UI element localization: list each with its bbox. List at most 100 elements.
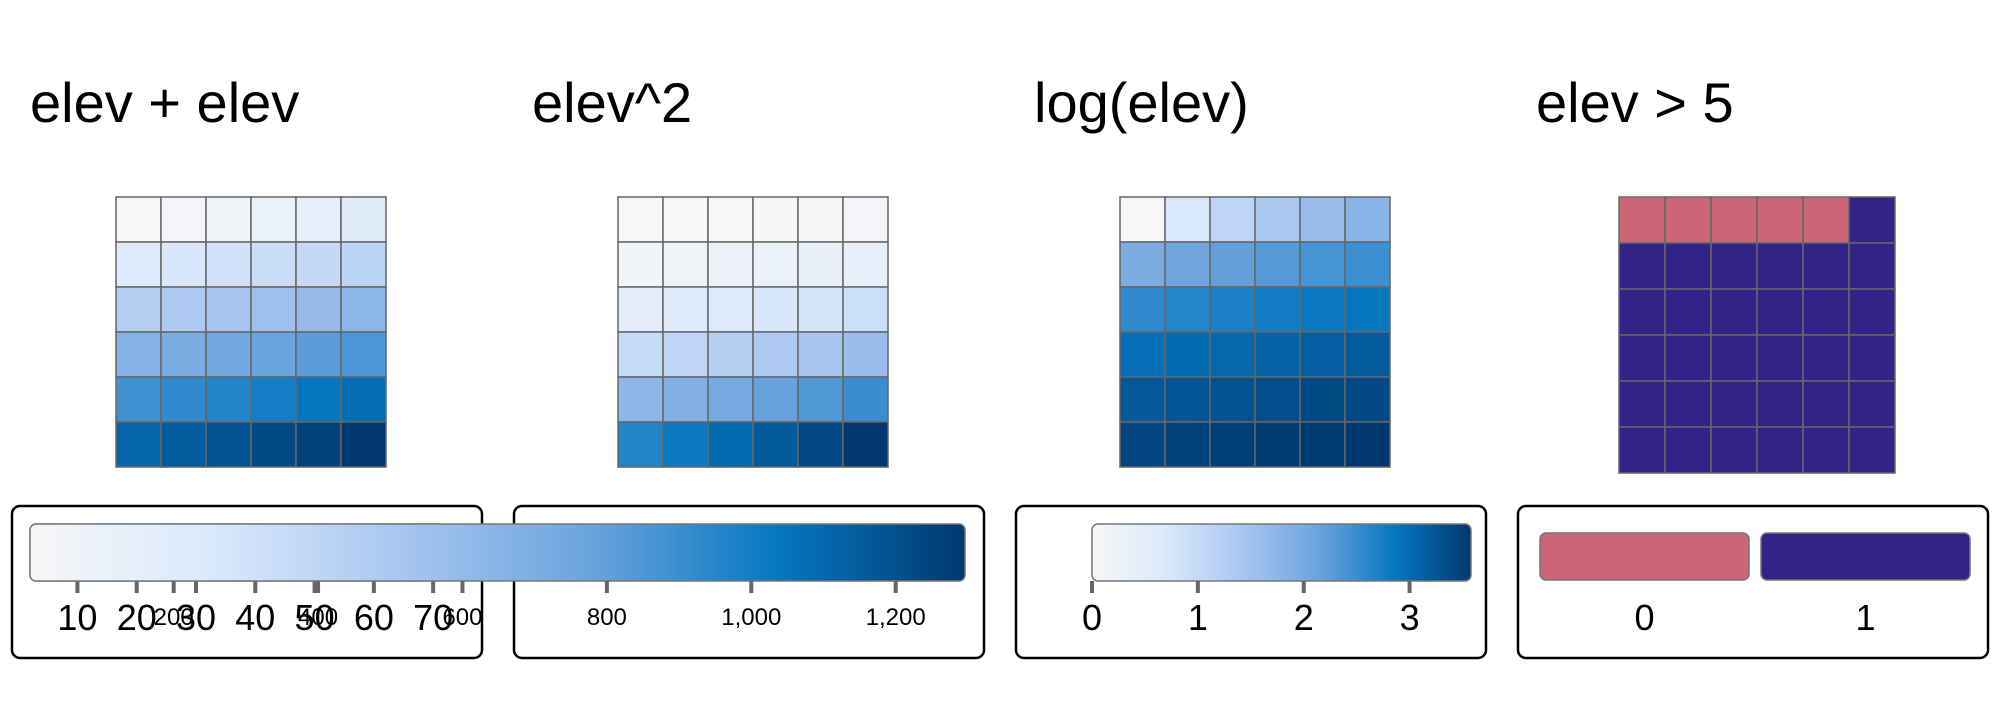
heatmap-cell xyxy=(250,286,297,333)
heatmap-cell xyxy=(707,241,754,288)
heatmap-cell xyxy=(662,376,709,423)
heatmap-cell xyxy=(115,376,162,423)
heatmap-cell xyxy=(115,196,162,243)
heatmap-cell xyxy=(1209,331,1256,378)
heatmap-cell xyxy=(1209,421,1256,468)
heatmap-cell xyxy=(295,241,342,288)
heatmap-grid xyxy=(617,196,889,468)
heatmap-cell xyxy=(842,421,889,468)
heatmap-cell xyxy=(797,241,844,288)
heatmap-cell xyxy=(797,376,844,423)
heatmap-cell xyxy=(1618,334,1666,382)
legend-tick-label: 2 xyxy=(1294,597,1314,638)
legend-tick-label: 10 xyxy=(57,597,97,638)
heatmap-cell xyxy=(340,421,387,468)
heatmap-cell xyxy=(1209,286,1256,333)
heatmap-cell xyxy=(662,331,709,378)
heatmap-cell xyxy=(295,196,342,243)
heatmap-cell xyxy=(1710,196,1758,244)
heatmap-cell xyxy=(1618,380,1666,428)
heatmap-cell xyxy=(1618,288,1666,336)
heatmap-cell xyxy=(1164,421,1211,468)
heatmap-cell xyxy=(1802,288,1850,336)
legend-category-label: 0 xyxy=(1634,597,1654,638)
heatmap-cell xyxy=(250,421,297,468)
legend-swatch xyxy=(1760,532,1971,581)
panel-title: elev > 5 xyxy=(1536,71,1734,134)
heatmap-cell xyxy=(1119,376,1166,423)
heatmap-cell xyxy=(1344,196,1391,243)
heatmap-cell xyxy=(662,286,709,333)
heatmap-cell xyxy=(1618,242,1666,290)
heatmap-cell xyxy=(1848,196,1896,244)
heatmap-cell xyxy=(295,421,342,468)
legend-tick-label: 50 xyxy=(295,597,335,638)
heatmap-cell xyxy=(752,421,799,468)
heatmap-cell xyxy=(1710,380,1758,428)
heatmap-cell xyxy=(707,376,754,423)
heatmap-cell xyxy=(1119,241,1166,288)
heatmap-grid xyxy=(1119,196,1391,468)
heatmap-cell xyxy=(250,196,297,243)
heatmap-cell xyxy=(250,331,297,378)
heatmap-cell xyxy=(707,331,754,378)
panel-title: elev + elev xyxy=(30,71,299,134)
heatmap-cell xyxy=(1344,376,1391,423)
heatmap-cell xyxy=(1299,241,1346,288)
heatmap-cell xyxy=(1164,241,1211,288)
heatmap-cell xyxy=(1664,380,1712,428)
heatmap-cell xyxy=(205,421,252,468)
heatmap-cell xyxy=(1664,426,1712,474)
heatmap-cell xyxy=(160,241,207,288)
legend-tick-label: 60 xyxy=(354,597,394,638)
heatmap-cell xyxy=(340,196,387,243)
panel-3: log(elev) 0 1 2 3 xyxy=(1014,71,1488,660)
legend-tick-label: 3 xyxy=(1400,597,1420,638)
heatmap-cell xyxy=(617,196,664,243)
heatmap-cell xyxy=(1756,288,1804,336)
heatmap-cell xyxy=(1299,331,1346,378)
heatmap-cell xyxy=(160,196,207,243)
heatmap-cell xyxy=(1209,196,1256,243)
legend-tick-label: 800 xyxy=(587,604,627,631)
colorbar xyxy=(29,523,966,582)
heatmap-cell xyxy=(1254,286,1301,333)
heatmap-cell xyxy=(1344,421,1391,468)
heatmap-cell xyxy=(115,241,162,288)
heatmap-cell xyxy=(797,196,844,243)
heatmap-cell xyxy=(1164,196,1211,243)
heatmap-cell xyxy=(1254,196,1301,243)
heatmap-cell xyxy=(1802,196,1850,244)
heatmap-cell xyxy=(752,331,799,378)
panel-2: elev^2 200 400 600 800 1,000 1,200 xyxy=(29,71,986,660)
heatmap-cell xyxy=(662,241,709,288)
heatmap-cell xyxy=(1664,288,1712,336)
heatmap-cell xyxy=(295,331,342,378)
legend-category-label: 1 xyxy=(1855,597,1875,638)
heatmap-cell xyxy=(1710,426,1758,474)
heatmap-cell xyxy=(1756,242,1804,290)
heatmap-cell xyxy=(1802,380,1850,428)
heatmap-cell xyxy=(1848,334,1896,382)
heatmap-cell xyxy=(1618,196,1666,244)
colorbar xyxy=(1091,523,1472,582)
legend-tick-label: 400 xyxy=(298,604,338,631)
legend-tick-label: 40 xyxy=(235,597,275,638)
legend-tick-label: 200 xyxy=(154,604,194,631)
heatmap-cell xyxy=(205,286,252,333)
heatmap-cell xyxy=(752,196,799,243)
heatmap-cell xyxy=(250,241,297,288)
heatmap-cell xyxy=(1164,331,1211,378)
heatmap-cell xyxy=(617,376,664,423)
heatmap-cell xyxy=(752,376,799,423)
heatmap-cell xyxy=(115,331,162,378)
heatmap-cell xyxy=(295,286,342,333)
heatmap-cell xyxy=(295,376,342,423)
heatmap-cell xyxy=(797,286,844,333)
heatmap-cell xyxy=(662,196,709,243)
heatmap-cell xyxy=(797,331,844,378)
heatmap-cell xyxy=(1664,334,1712,382)
heatmap-cell xyxy=(1618,426,1666,474)
